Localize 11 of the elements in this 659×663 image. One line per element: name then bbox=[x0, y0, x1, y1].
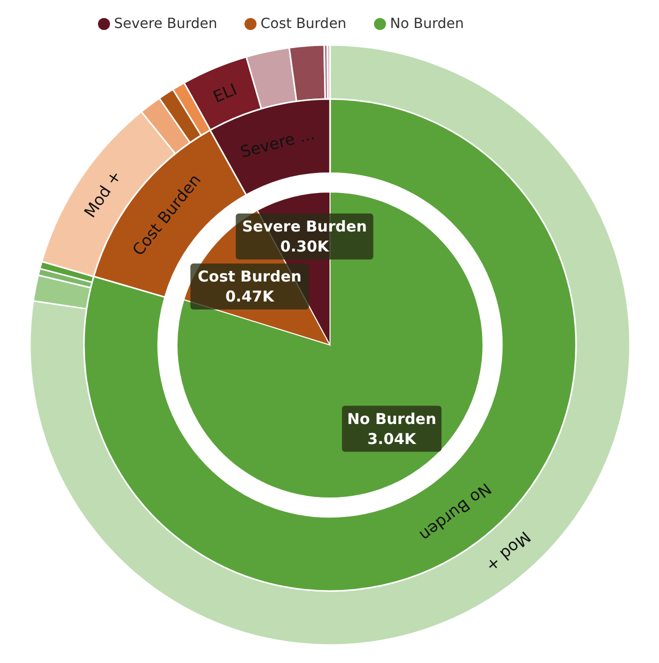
slice-label: ELI bbox=[210, 80, 240, 106]
slice-label: Severe ... bbox=[238, 124, 316, 162]
data-label: 0.47K bbox=[225, 288, 276, 306]
slice-label: Cost Burden bbox=[198, 268, 302, 286]
legend-label: Severe Burden bbox=[114, 16, 218, 32]
slice-label: No Burden bbox=[347, 410, 436, 428]
slice-label: Severe Burden bbox=[242, 218, 367, 236]
data-label: 3.04K bbox=[367, 430, 418, 448]
legend-label: Cost Burden bbox=[260, 16, 346, 32]
legend-label: No Burden bbox=[390, 16, 464, 32]
data-label: 0.30K bbox=[280, 238, 330, 256]
